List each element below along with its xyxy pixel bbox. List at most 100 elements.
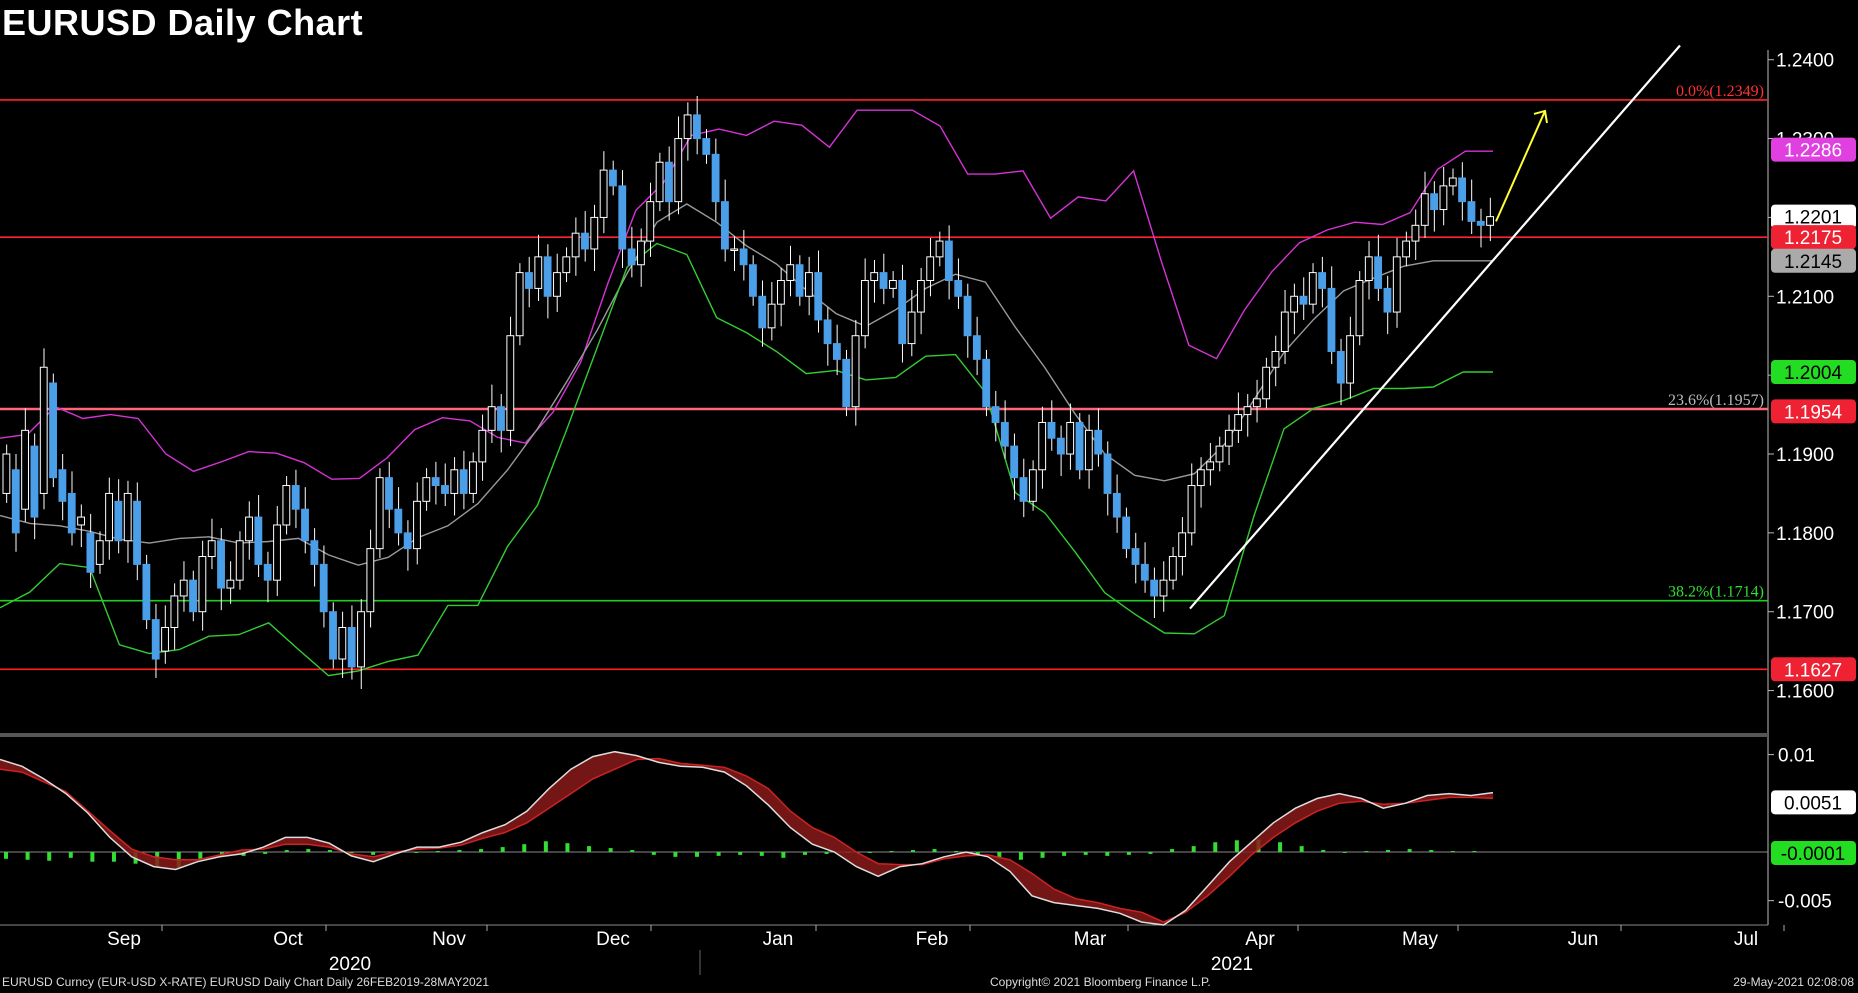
bear-candle xyxy=(944,240,953,282)
bull-candle xyxy=(1196,469,1205,487)
price-tag-bg xyxy=(1771,137,1856,162)
bear-candle xyxy=(1458,177,1467,203)
bear-candle xyxy=(879,272,888,289)
annotations xyxy=(1189,44,1681,610)
bull-candle xyxy=(469,461,477,494)
bear-candle xyxy=(954,280,963,297)
bull-candle xyxy=(860,280,869,337)
bear-candle xyxy=(832,343,841,360)
year-label: 2021 xyxy=(1211,954,1253,975)
bear-candle xyxy=(1150,579,1159,597)
macd-tag: -0.0001 xyxy=(1771,840,1856,865)
bull-candle xyxy=(534,256,543,289)
bear-candle xyxy=(403,532,412,550)
price-tag-bg xyxy=(1771,359,1856,384)
macd-hist-bar xyxy=(651,851,656,855)
bull-candle xyxy=(674,138,683,203)
bull-candle xyxy=(1028,469,1037,502)
bull-candle xyxy=(478,429,487,463)
bear-candle xyxy=(711,153,720,203)
target-arrow-head xyxy=(1533,109,1548,124)
bear-candle xyxy=(991,406,1000,423)
price-tag-text: 1.2201 xyxy=(1784,208,1842,229)
bull-candle xyxy=(1392,256,1401,313)
bear-candle xyxy=(749,264,757,297)
bull-candle xyxy=(245,516,253,542)
month-label: May xyxy=(1402,929,1438,950)
macd-hist-bar xyxy=(1450,851,1455,852)
price-tag-text: 1.1954 xyxy=(1784,402,1843,423)
bull-candle xyxy=(683,114,692,140)
bull-candle xyxy=(1084,429,1093,471)
macd-hist-bar xyxy=(1386,850,1391,852)
bear-candle xyxy=(665,161,673,203)
macd-tag-bg xyxy=(1771,840,1856,865)
macd-hist-bar xyxy=(1062,851,1067,856)
bear-candle xyxy=(1430,193,1439,211)
macd-tag-text: -0.0001 xyxy=(1781,844,1845,865)
bull-candle xyxy=(161,626,169,652)
bear-candle xyxy=(1336,350,1345,384)
macd-hist-bar xyxy=(1364,851,1369,852)
macd-hist-bar xyxy=(1407,849,1412,852)
price-tag: 1.2201 xyxy=(1771,204,1856,229)
price-tag-text: 1.2175 xyxy=(1784,228,1842,249)
macd-hist-bar xyxy=(997,851,1002,858)
bull-candle xyxy=(1187,485,1196,534)
macd-hist-bar xyxy=(1234,840,1239,852)
bull-candle xyxy=(1038,421,1047,471)
bollinger-lower-line xyxy=(0,242,1493,677)
price-tag-bg xyxy=(1771,225,1856,250)
bear-candle xyxy=(1056,437,1065,455)
price-tag: 1.2004 xyxy=(1771,359,1856,384)
price-tag-bg xyxy=(1771,248,1856,273)
bull-candle xyxy=(226,579,235,589)
level-label: 0.0%(1.2349) xyxy=(1676,83,1764,100)
price-tag-text: 1.2286 xyxy=(1784,141,1842,162)
bull-candle xyxy=(1206,461,1215,471)
price-tag-text: 1.2145 xyxy=(1784,252,1842,273)
bear-candle xyxy=(739,248,748,266)
bull-candle xyxy=(1355,280,1364,337)
bull-candle xyxy=(655,161,664,203)
bear-candle xyxy=(133,500,141,565)
bear-candle xyxy=(217,540,225,589)
bear-candle xyxy=(758,295,767,329)
bear-candle xyxy=(1140,563,1149,581)
bear-candle xyxy=(301,508,309,542)
bear-candle xyxy=(1112,492,1121,518)
macd-hist-bar xyxy=(198,851,203,859)
bull-candle xyxy=(1178,532,1187,558)
macd-hist-bar xyxy=(1018,851,1023,860)
bull-candle xyxy=(1234,414,1243,431)
macd-hist-bar xyxy=(522,844,527,852)
bull-candle xyxy=(1486,216,1494,226)
bull-candle xyxy=(599,169,608,218)
bull-candle xyxy=(907,311,916,345)
bull-candle xyxy=(1243,406,1252,416)
macd-hist-bar xyxy=(716,851,721,856)
time-axis: Sep Oct Nov Dec Jan Feb Mar Apr May Jun Jul 2020 202… xyxy=(107,925,1785,975)
bear-candle xyxy=(823,319,832,345)
bear-candle xyxy=(11,469,20,534)
bear-candle xyxy=(291,485,300,510)
bear-candle xyxy=(1103,453,1112,494)
bear-candle xyxy=(609,169,617,187)
bull-candle xyxy=(1364,256,1373,282)
macd-hist-bar xyxy=(435,851,440,852)
bear-candle xyxy=(58,469,67,502)
bear-candle xyxy=(67,492,76,534)
macd-hist-bar xyxy=(500,847,505,852)
macd-hist-bar xyxy=(25,851,30,860)
macd-hist-bar xyxy=(479,849,484,852)
bear-candle xyxy=(1327,287,1336,352)
macd-hist-bar xyxy=(284,850,289,852)
macd-hist-bar xyxy=(759,851,764,856)
macd-hist-bar xyxy=(1148,851,1153,854)
bull-candle xyxy=(1402,240,1411,258)
macd-hist-bar xyxy=(1429,850,1434,852)
bull-candle xyxy=(375,477,384,550)
bull-candle xyxy=(1280,311,1289,352)
bear-candle xyxy=(795,264,804,297)
